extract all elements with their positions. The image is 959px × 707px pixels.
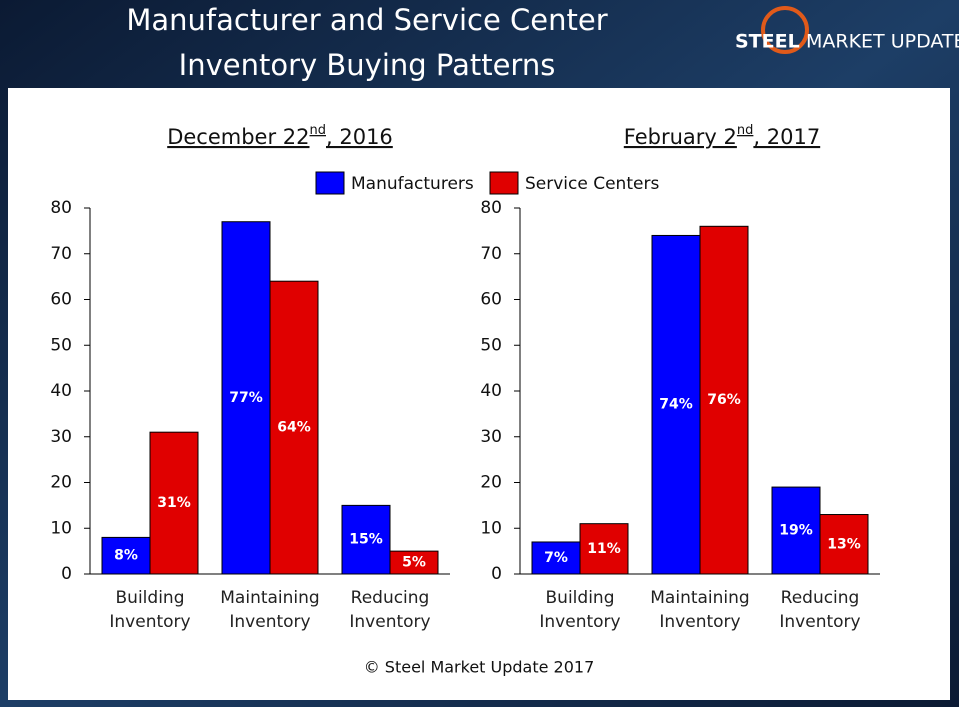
- y-tick-label: 10: [50, 518, 72, 538]
- value-label: 5%: [402, 555, 426, 571]
- x-tick-label: Building Inventory: [109, 588, 191, 632]
- value-label: 76%: [707, 392, 741, 408]
- y-tick-label: 80: [50, 198, 72, 218]
- y-tick-label: 0: [61, 564, 72, 584]
- chart-title-part: February 2: [624, 125, 737, 149]
- y-tick-label: 40: [50, 381, 72, 401]
- slide-title: Inventory Buying Patterns: [179, 48, 556, 82]
- legend-label: Service Centers: [525, 174, 659, 194]
- x-tick-label: Reducing Inventory: [349, 588, 431, 632]
- x-tick-label: Maintaining Inventory: [220, 588, 320, 632]
- slide-title: Manufacturer and Service Center: [126, 3, 607, 37]
- panel: [8, 88, 950, 700]
- value-label: 19%: [779, 523, 813, 539]
- value-label: 15%: [349, 532, 383, 548]
- bar: [531, 541, 581, 575]
- x-tick-label: Reducing Inventory: [779, 588, 861, 632]
- chart-title: December 22nd, 2016: [167, 123, 393, 149]
- legend-label: Manufacturers: [351, 174, 474, 194]
- chart-title-part: , 2017: [753, 125, 820, 149]
- value-label: 77%: [229, 390, 263, 406]
- bar: [389, 550, 439, 575]
- y-tick-label: 40: [480, 381, 502, 401]
- chart-title-part: , 2016: [326, 125, 393, 149]
- y-tick-label: 30: [480, 427, 502, 447]
- value-label: 7%: [544, 550, 568, 566]
- chart-title: February 2nd, 2017: [624, 123, 820, 149]
- bar: [341, 504, 391, 575]
- bar: [221, 221, 271, 575]
- logo-mark: [761, 6, 809, 54]
- y-tick-label: 60: [50, 290, 72, 310]
- y-tick-label: 50: [50, 335, 72, 355]
- y-tick-label: 60: [480, 290, 502, 310]
- chart-title-part: nd: [310, 123, 327, 138]
- value-label: 11%: [587, 541, 621, 557]
- bar: [819, 514, 869, 575]
- bar: [651, 234, 701, 575]
- footer: © Steel Market Update 2017: [364, 658, 595, 677]
- chart-title-part: nd: [737, 123, 754, 138]
- legend-swatch: [315, 171, 345, 195]
- y-tick-label: 30: [50, 427, 72, 447]
- y-tick-label: 20: [50, 473, 72, 493]
- value-label: 13%: [827, 536, 861, 552]
- y-tick-label: 80: [480, 198, 502, 218]
- bar: [699, 225, 749, 575]
- bar: [771, 486, 821, 575]
- legend-swatch: [489, 171, 519, 195]
- y-tick-label: 50: [480, 335, 502, 355]
- bar: [579, 523, 629, 575]
- value-label: 8%: [114, 548, 138, 564]
- y-tick-label: 10: [480, 518, 502, 538]
- chart-title-part: December 22: [167, 125, 309, 149]
- y-tick-label: 70: [50, 244, 72, 264]
- y-tick-label: 0: [491, 564, 502, 584]
- y-tick-label: 20: [480, 473, 502, 493]
- x-tick-label: Maintaining Inventory: [650, 588, 750, 632]
- value-label: 64%: [277, 420, 311, 436]
- logo-text: MARKET UPDATE: [806, 31, 959, 53]
- y-tick-label: 70: [480, 244, 502, 264]
- bar: [149, 431, 199, 575]
- x-tick-label: Building Inventory: [539, 588, 621, 632]
- logo-text: STEEL: [735, 31, 800, 53]
- value-label: 31%: [157, 495, 191, 511]
- bar: [101, 536, 151, 575]
- bar: [269, 280, 319, 575]
- value-label: 74%: [659, 397, 693, 413]
